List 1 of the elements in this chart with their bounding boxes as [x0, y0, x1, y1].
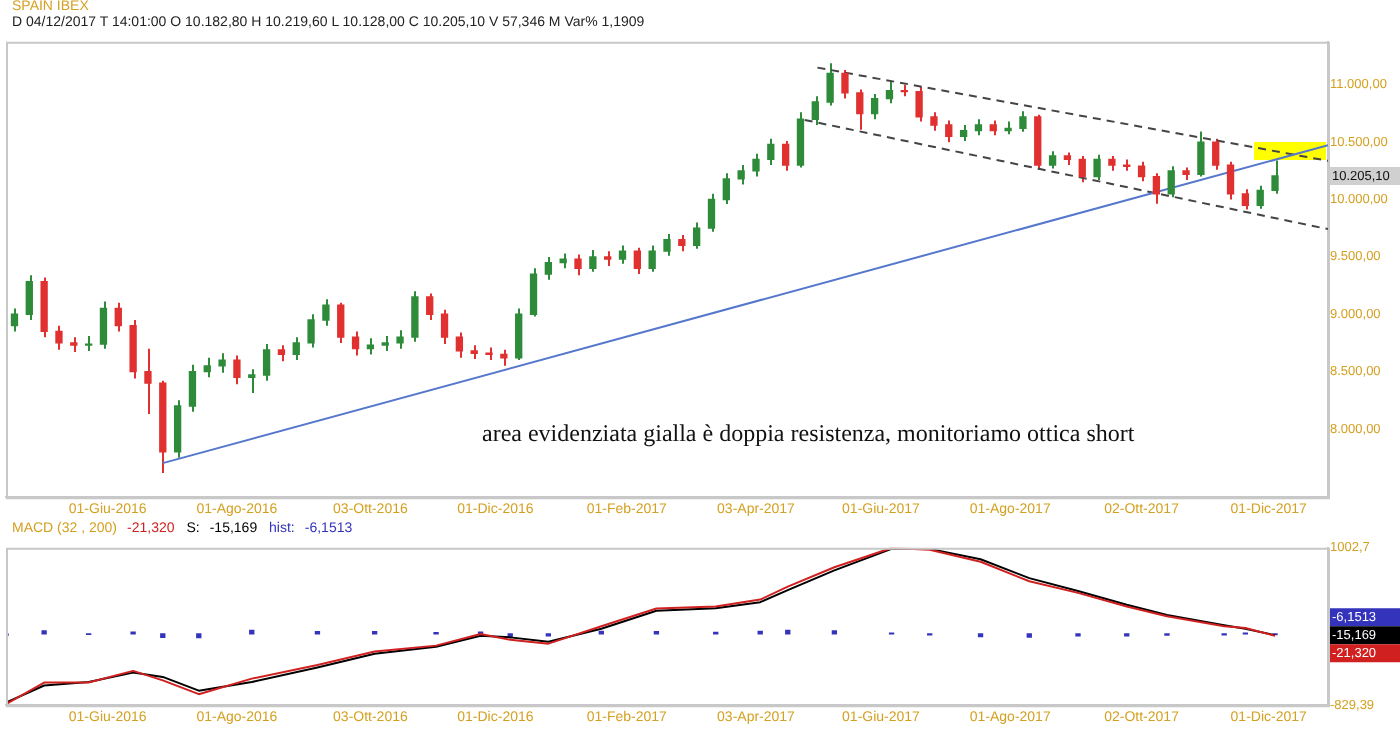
annotation: area evidenziata gialla è doppia resistenza, monitoriamo ottica short	[482, 419, 1136, 448]
